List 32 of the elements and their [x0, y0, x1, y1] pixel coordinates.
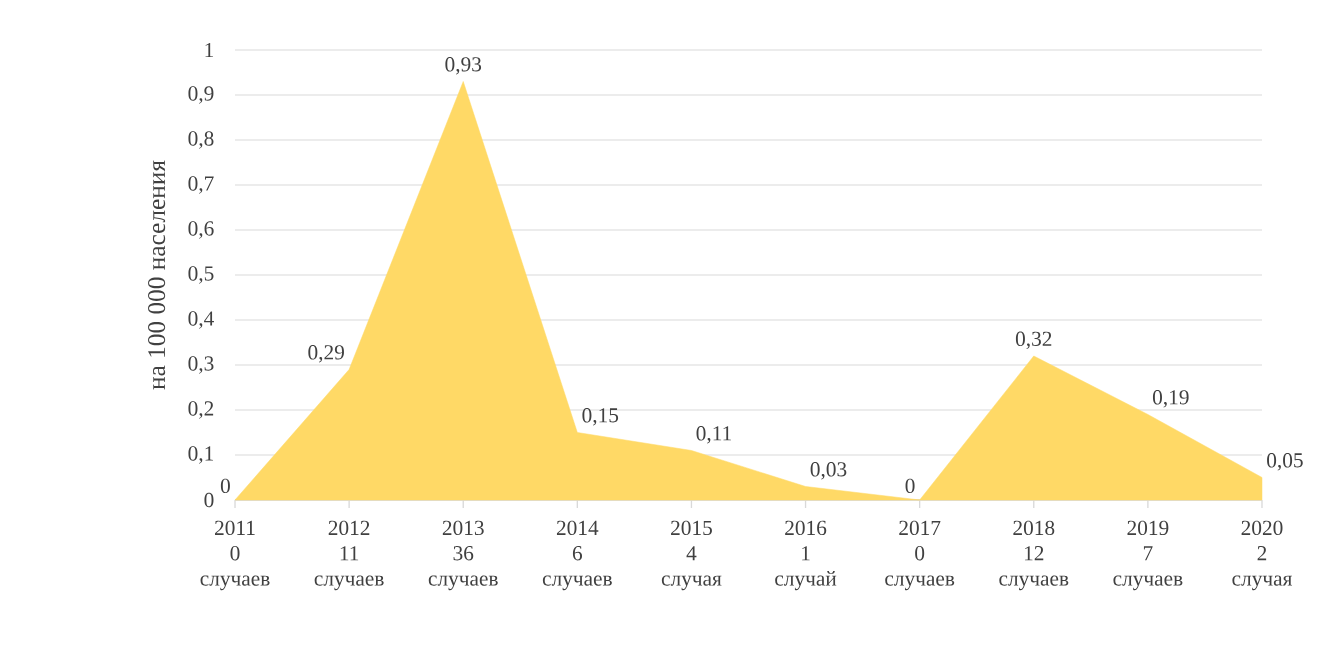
y-tick-label: 0,1	[188, 446, 214, 464]
data-label: 0,32	[1015, 331, 1052, 350]
y-tick-label: 0	[204, 492, 214, 508]
data-label: 0	[905, 478, 915, 494]
x-tick-label: 2018 12 случаев	[999, 520, 1069, 591]
y-tick-label: 0,2	[188, 401, 214, 419]
y-tick-label: 0,5	[188, 266, 214, 284]
y-tick-label: 0,8	[188, 131, 214, 149]
x-tick-label: 2014 6 случаев	[542, 520, 612, 591]
x-tick-label: 2017 0 случаев	[885, 520, 955, 591]
y-tick-label: 0,6	[188, 221, 214, 239]
data-label: 0,29	[308, 345, 344, 363]
data-label: 0	[220, 478, 230, 494]
x-tick-label: 2020 2 случая	[1232, 520, 1293, 591]
x-tick-label: 2015 4 случая	[661, 520, 722, 591]
x-tick-label: 2013 36 случаев	[428, 520, 498, 591]
data-label: 0,15	[582, 408, 619, 426]
y-tick-label: 1	[205, 42, 214, 58]
data-label: 0,11	[696, 426, 731, 444]
y-tick-label: 0,9	[188, 86, 214, 104]
y-tick-label: 0,7	[188, 176, 214, 194]
x-tick-label: 2011 0 случаев	[200, 520, 270, 591]
x-tick-label: 2019 7 случаев	[1113, 520, 1183, 591]
data-label: 0,03	[810, 462, 847, 480]
data-label: 0,19	[1152, 390, 1189, 408]
x-tick-label: 2016 1 случай	[775, 520, 837, 591]
y-tick-label: 0,3	[188, 356, 214, 374]
y-tick-label: 0,4	[188, 311, 214, 329]
data-label: 0,93	[445, 57, 482, 75]
x-tick-label: 2012 11 случаев	[314, 520, 384, 591]
data-label: 0,05	[1267, 453, 1303, 471]
y-axis-title: на 100 000 населения	[148, 160, 166, 390]
